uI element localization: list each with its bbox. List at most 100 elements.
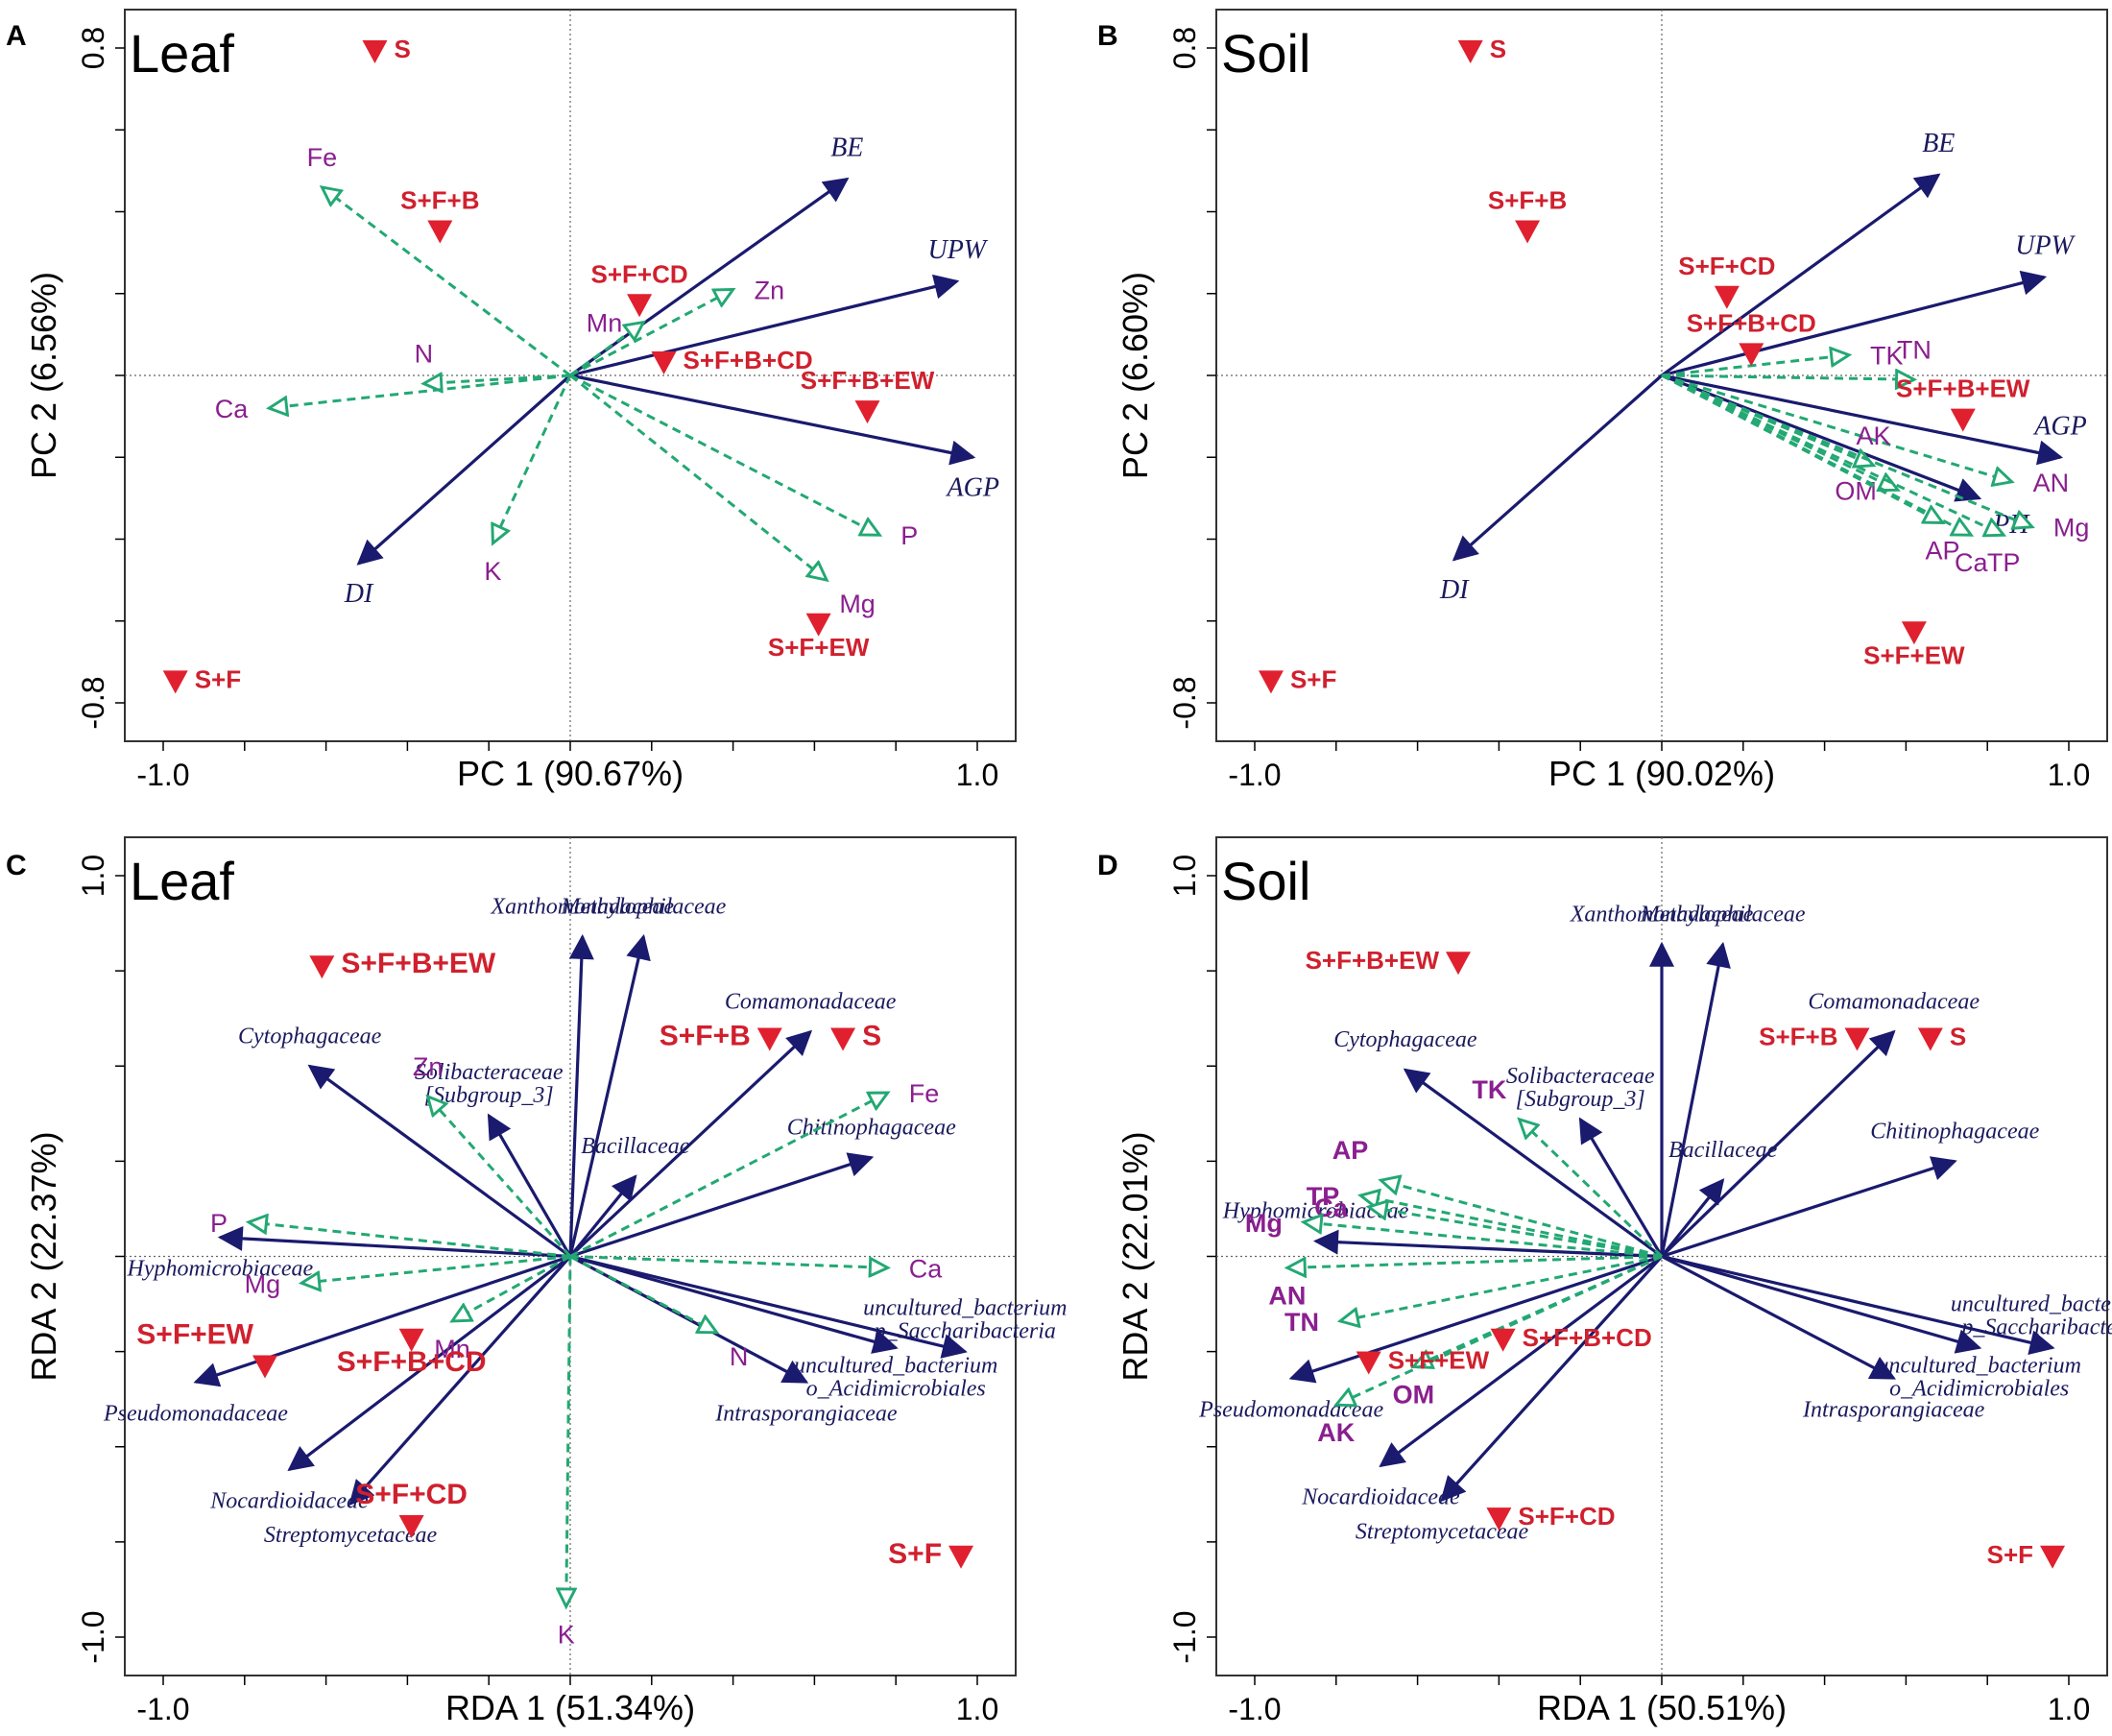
- species-arrow-streptomycetaceae: [348, 1255, 572, 1507]
- env-label-fe: Fe: [909, 1079, 940, 1108]
- trait-arrow-upw: [569, 274, 960, 377]
- species-arrow-uncultured-bacterium-p-saccharibacteria: [569, 1254, 968, 1359]
- trait-label-upw: UPW: [927, 235, 988, 265]
- panel-c: -1.0 1.0 -1.0 1.0 RDA 1 (51.34%) RDA 2 (22.37…: [6, 836, 1067, 1727]
- y-axis-title: PC 2 (6.56%): [24, 272, 63, 479]
- site-label-s-f-b: S+F+B: [660, 1021, 751, 1052]
- x-tick-label: 1.0: [2048, 758, 2090, 792]
- site-marker-s-f-b-ew: [309, 955, 335, 979]
- species-arrow-comamonadaceae: [1660, 1029, 1896, 1258]
- x-axis-title: RDA 1 (50.51%): [1537, 1688, 1787, 1727]
- species-label-methylophilaceae: Methylophilaceae: [560, 894, 726, 919]
- species-label-pseudomonadaceae: Pseudomonadaceae: [103, 1401, 288, 1426]
- env-arrow-mg: [1304, 1222, 1663, 1258]
- species-label-intrasporangiaceae: Intrasporangiaceae: [714, 1401, 898, 1426]
- site-marker-s-f: [2040, 1545, 2066, 1569]
- species-arrow-methylophilaceae: [1660, 941, 1731, 1257]
- env-arrow-k: [566, 1256, 570, 1607]
- species-label-comamonadaceae: Comamonadaceae: [1808, 990, 1980, 1015]
- site-label-s-f-b-ew: S+F+B+EW: [801, 366, 935, 395]
- species-label-cytophagaceae: Cytophagaceae: [238, 1024, 382, 1049]
- site-label-s: S: [394, 35, 410, 63]
- site-label-s-f: S+F: [1290, 664, 1336, 693]
- site-label-s-f-ew: S+F+EW: [768, 633, 870, 662]
- env-label-tn: TN: [1897, 335, 1932, 364]
- env-arrow-mg: [1661, 374, 2032, 527]
- species-label-chitinophagaceae: Chitinophagaceae: [1870, 1119, 2039, 1144]
- species-label-hyphomicrobiaceae: Hyphomicrobiaceae: [127, 1257, 314, 1282]
- species-arrow-intrasporangiaceae: [1661, 1255, 1896, 1380]
- env-arrow-mn: [569, 323, 643, 377]
- panel-a: -1.0 1.0 -0.8 0.8 PC 1 (90.67%) PC 2 (6.56%) A…: [6, 9, 1017, 793]
- site-label-s-f-b: S+F+B: [1488, 186, 1567, 215]
- env-label-ca: Ca: [909, 1254, 943, 1283]
- trait-arrow-be: [569, 177, 850, 377]
- species-label-intrasporangiaceae: Intrasporangiaceae: [1802, 1397, 1985, 1422]
- site-marker-s-f-b-ew: [854, 400, 880, 424]
- trait-label-be: BE: [1922, 129, 1955, 158]
- env-arrow-ak: [1661, 374, 1873, 466]
- species-arrow-chitinophagaceae: [569, 1152, 875, 1259]
- env-label-mg: Mg: [2053, 514, 2090, 542]
- site-marker-s-f-b-ew: [1950, 408, 1976, 432]
- species-label-nocardioidaceae: Nocardioidaceae: [209, 1489, 369, 1514]
- site-label-s-f-b-cd: S+F+B+CD: [1523, 1323, 1652, 1352]
- panel-title: Soil: [1221, 851, 1310, 911]
- panel-title: Leaf: [130, 851, 234, 911]
- site-marker-s-f-cd: [627, 294, 653, 318]
- site-label-s-f-b-ew: S+F+B+EW: [1896, 374, 2030, 403]
- site-marker-s-f-cd: [398, 1515, 424, 1539]
- env-label-tk: TK: [1870, 342, 1904, 371]
- site-marker-s-f-b: [756, 1027, 782, 1051]
- site-label-s-f-b-ew: S+F+B+EW: [341, 948, 496, 979]
- env-arrow-tp: [1360, 1195, 1663, 1258]
- env-label-fe: Fe: [307, 143, 338, 172]
- site-marker-s: [362, 40, 388, 63]
- site-marker-s-f-b: [1844, 1027, 1870, 1051]
- env-arrow-an: [1287, 1255, 1663, 1268]
- x-tick-label: -1.0: [136, 1692, 189, 1726]
- env-label-n: N: [415, 340, 434, 369]
- site-marker-s-f-b-ew: [1446, 952, 1471, 976]
- y-tick-label: 0.8: [76, 27, 110, 69]
- species-label-uncultured-bacterium-o-acidimicrobiales: uncultured_bacterium o_Acidimicrobiales: [794, 1354, 997, 1402]
- site-label-s-f-cd: S+F+CD: [1518, 1502, 1615, 1531]
- env-arrow-ca: [569, 1255, 888, 1268]
- env-arrow-fe: [569, 1093, 888, 1258]
- x-tick-label: -1.0: [1228, 758, 1281, 792]
- site-label-s-f-b: S+F+B: [1759, 1023, 1837, 1051]
- env-arrow-p: [249, 1222, 571, 1258]
- env-label-ap: AP: [1332, 1136, 1369, 1165]
- species-label-cytophagaceae: Cytophagaceae: [1333, 1027, 1477, 1052]
- site-marker-s-f-b: [1515, 220, 1541, 244]
- trait-arrow-upw: [1661, 270, 2048, 377]
- panel-letter: A: [6, 20, 27, 52]
- env-label-an: AN: [1268, 1281, 1306, 1310]
- y-tick-label: -1.0: [1167, 1610, 1202, 1663]
- env-arrow-tk: [1661, 355, 1849, 377]
- species-label-comamonadaceae: Comamonadaceae: [725, 990, 897, 1015]
- env-label-an: AN: [2033, 469, 2070, 497]
- y-tick-label: 1.0: [76, 855, 110, 897]
- trait-label-agp: AGP: [946, 472, 999, 502]
- site-label-s-f-b-ew: S+F+B+EW: [1306, 946, 1440, 975]
- site-marker-s: [1457, 40, 1483, 63]
- species-label-xanthomonadaceae: Xanthomonadaceae: [1570, 902, 1754, 927]
- site-label-s-f-b-cd: S+F+B+CD: [1687, 308, 1816, 337]
- site-marker-s-f-b: [427, 220, 453, 244]
- trait-arrow-agp: [1661, 374, 2064, 466]
- site-label-s: S: [1490, 35, 1506, 63]
- site-label-s-f-ew: S+F+EW: [136, 1319, 253, 1351]
- x-axis-title: PC 1 (90.02%): [1548, 754, 1775, 793]
- env-label-tp: TP: [1987, 548, 2021, 577]
- site-marker-s-f-ew: [1356, 1351, 1381, 1375]
- species-arrow-cytophagaceae: [307, 1064, 571, 1258]
- species-label-chitinophagaceae: Chitinophagaceae: [787, 1115, 956, 1140]
- site-marker-s-f-b-cd: [1739, 343, 1764, 367]
- species-arrow-bacillaceae: [568, 1174, 637, 1258]
- x-tick-label: -1.0: [136, 758, 189, 792]
- x-tick-label: -1.0: [1228, 1692, 1281, 1726]
- site-label-s-f: S+F: [1987, 1540, 2033, 1569]
- env-arrow-zn: [569, 289, 733, 377]
- panel-letter: D: [1097, 850, 1118, 881]
